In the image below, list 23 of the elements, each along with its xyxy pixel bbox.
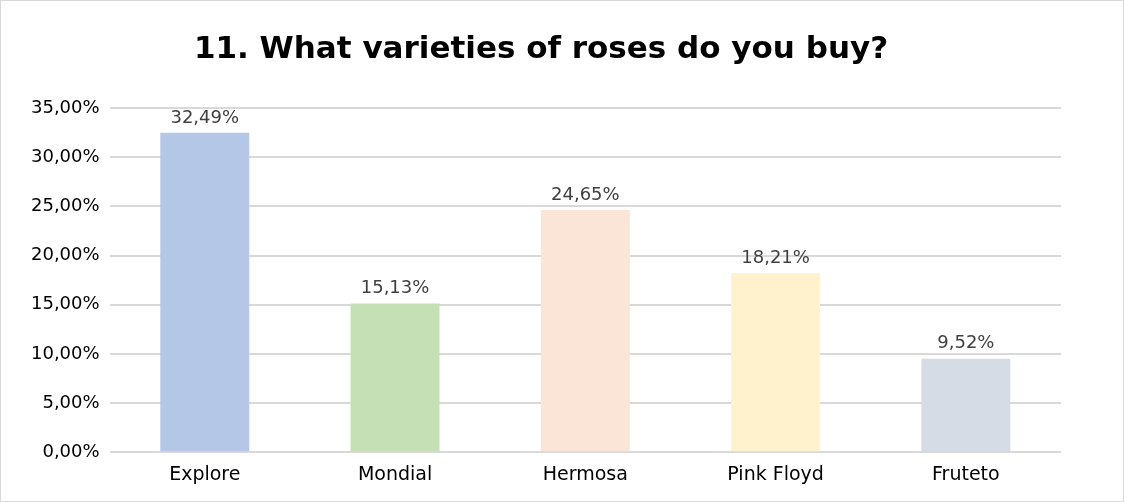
bar: [540, 209, 630, 452]
y-tick-label: 20,00%: [30, 243, 100, 265]
y-tick-label: 5,00%: [42, 390, 100, 412]
y-tick-label: 25,00%: [30, 194, 100, 216]
x-tick-label: Hermosa: [542, 461, 628, 484]
data-label: 18,21%: [741, 245, 810, 267]
data-label: 24,65%: [551, 182, 620, 204]
bar: [350, 303, 440, 452]
x-tick-label: Mondial: [357, 461, 433, 484]
chart-title: 11. What varieties of roses do you buy?: [193, 28, 889, 65]
y-tick-label: 15,00%: [30, 292, 100, 314]
data-label: 15,13%: [360, 276, 430, 298]
y-tick-label: 30,00%: [30, 145, 100, 167]
x-tick-label: Fruteto: [932, 461, 1000, 484]
x-tick-label: Pink Floyd: [727, 461, 824, 484]
bar: [160, 132, 250, 452]
data-label: 9,52%: [937, 331, 995, 353]
y-tick-label: 10,00%: [30, 341, 100, 363]
y-tick-label: 0,00%: [42, 439, 100, 461]
bar: [731, 273, 821, 452]
data-label: 32,49%: [170, 105, 240, 127]
y-tick-label: 35,00%: [30, 95, 100, 117]
x-tick-label: Explore: [169, 461, 241, 484]
